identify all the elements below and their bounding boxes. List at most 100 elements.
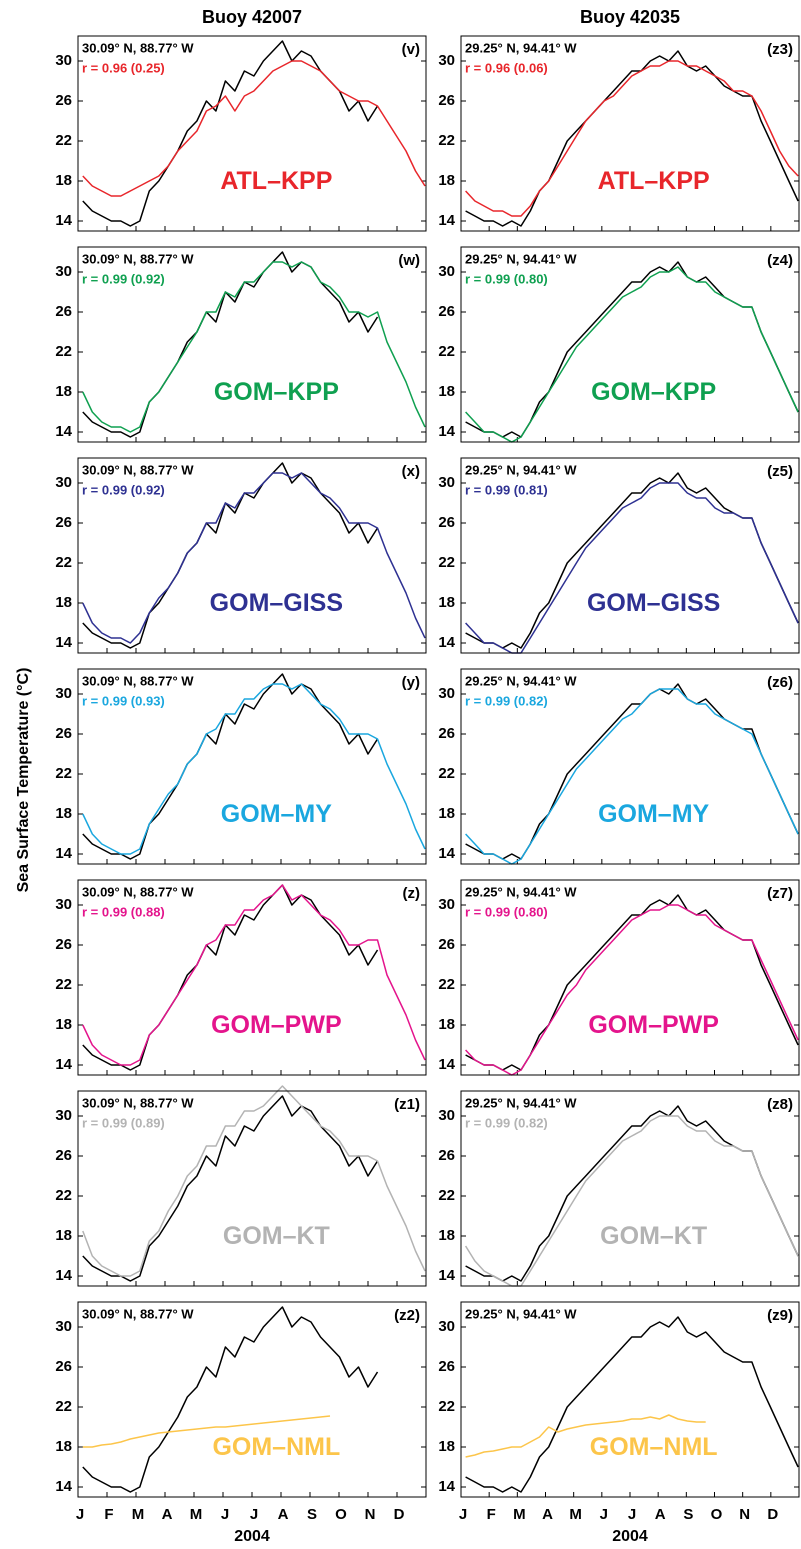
data-line	[465, 482, 799, 654]
correlation-label: r = 0.99 (0.80)	[465, 271, 548, 286]
y-tick-label: 14	[55, 212, 72, 229]
x-tick-label: M	[190, 1506, 203, 1523]
x-tick-label: J	[628, 1506, 636, 1523]
y-tick-label: 14	[438, 845, 455, 862]
y-tick-label: 30	[55, 685, 72, 702]
model-label: GOM–NML	[212, 1433, 340, 1461]
y-tick-label: 14	[438, 1056, 455, 1073]
y-tick-label: 30	[438, 474, 455, 491]
y-tick-label: 14	[438, 1267, 455, 1284]
x-tick-label: N	[365, 1506, 376, 1523]
panel-label: (z9)	[767, 1307, 793, 1324]
y-tick-label: 26	[438, 92, 455, 109]
data-line	[465, 261, 799, 438]
panel-frame	[77, 457, 427, 654]
x-tick-label: A	[278, 1506, 289, 1523]
data-line	[465, 1105, 799, 1282]
correlation-label: r = 0.99 (0.92)	[82, 482, 165, 497]
x-tick-label: J	[600, 1506, 608, 1523]
x-tick-label: S	[683, 1506, 693, 1523]
model-label: ATL–KPP	[598, 167, 710, 195]
panel-label: (v)	[402, 41, 420, 58]
y-tick-label: 22	[55, 1187, 72, 1204]
y-tick-label: 26	[55, 1147, 72, 1164]
panel-frame	[77, 668, 427, 865]
panel-frame	[460, 1301, 800, 1498]
panel-label: (z8)	[767, 1096, 793, 1113]
correlation-label: r = 0.99 (0.80)	[465, 904, 548, 919]
y-tick-label: 22	[55, 343, 72, 360]
y-tick-label: 30	[438, 1107, 455, 1124]
column-title: Buoy 42007	[202, 7, 302, 27]
panel-frame	[460, 668, 800, 865]
y-tick-label: 14	[55, 423, 72, 440]
y-tick-label: 14	[55, 845, 72, 862]
x-tick-label: M	[132, 1506, 145, 1523]
y-tick-label: 18	[438, 1438, 455, 1455]
y-tick-label: 22	[55, 554, 72, 571]
location-label: 29.25° N, 94.41° W	[465, 673, 577, 688]
panel-label: (z2)	[394, 1307, 420, 1324]
correlation-label: r = 0.96 (0.06)	[465, 60, 548, 75]
y-tick-label: 22	[438, 1398, 455, 1415]
x-axis-label: 2004	[612, 1528, 648, 1545]
panel-label: (x)	[402, 463, 420, 480]
y-tick-label: 18	[55, 1438, 72, 1455]
y-tick-label: 22	[438, 976, 455, 993]
y-tick-label: 26	[438, 1358, 455, 1375]
y-tick-label: 26	[55, 936, 72, 953]
location-label: 30.09° N, 88.77° W	[82, 40, 194, 55]
data-line	[82, 673, 379, 860]
y-tick-label: 30	[438, 896, 455, 913]
y-tick-label: 30	[55, 1318, 72, 1335]
y-tick-label: 30	[55, 263, 72, 280]
panel-label: (z)	[403, 885, 421, 902]
y-tick-label: 30	[438, 52, 455, 69]
data-line	[82, 60, 426, 197]
y-axis-label: Sea Surface Temperature (°C)	[15, 668, 32, 893]
x-tick-label: J	[459, 1506, 467, 1523]
x-tick-label: N	[739, 1506, 750, 1523]
data-line	[82, 472, 426, 644]
y-tick-label: 18	[55, 172, 72, 189]
y-tick-label: 22	[438, 132, 455, 149]
y-tick-label: 26	[438, 1147, 455, 1164]
model-label: GOM–KT	[600, 1222, 707, 1250]
y-tick-label: 26	[438, 936, 455, 953]
y-tick-label: 14	[55, 634, 72, 651]
x-tick-label: J	[250, 1506, 258, 1523]
location-label: 30.09° N, 88.77° W	[82, 673, 194, 688]
x-tick-label: F	[487, 1506, 496, 1523]
correlation-label: r = 0.99 (0.93)	[82, 693, 165, 708]
y-tick-label: 18	[55, 805, 72, 822]
correlation-label: r = 0.99 (0.92)	[82, 271, 165, 286]
y-tick-label: 26	[55, 303, 72, 320]
panel-frame	[460, 246, 800, 443]
location-label: 29.25° N, 94.41° W	[465, 1095, 577, 1110]
y-tick-label: 30	[55, 474, 72, 491]
x-tick-label: M	[513, 1506, 526, 1523]
y-tick-label: 22	[55, 976, 72, 993]
location-label: 29.25° N, 94.41° W	[465, 1306, 577, 1321]
location-label: 30.09° N, 88.77° W	[82, 1095, 194, 1110]
x-tick-label: S	[307, 1506, 317, 1523]
model-label: GOM–KPP	[214, 378, 339, 406]
panel-label: (z4)	[767, 252, 793, 269]
y-tick-label: 14	[55, 1478, 72, 1495]
panel-frame	[77, 35, 427, 232]
y-tick-label: 18	[438, 805, 455, 822]
location-label: 30.09° N, 88.77° W	[82, 462, 194, 477]
y-tick-label: 18	[438, 383, 455, 400]
y-tick-label: 26	[438, 725, 455, 742]
model-label: GOM–KPP	[591, 378, 716, 406]
y-tick-label: 22	[55, 132, 72, 149]
y-tick-label: 18	[55, 594, 72, 611]
data-line	[465, 894, 799, 1071]
model-label: GOM–GISS	[210, 589, 343, 617]
y-tick-label: 26	[438, 303, 455, 320]
y-tick-label: 14	[438, 212, 455, 229]
model-label: GOM–PWP	[588, 1011, 719, 1039]
x-tick-label: A	[655, 1506, 666, 1523]
x-tick-label: M	[569, 1506, 582, 1523]
x-tick-label: F	[104, 1506, 113, 1523]
